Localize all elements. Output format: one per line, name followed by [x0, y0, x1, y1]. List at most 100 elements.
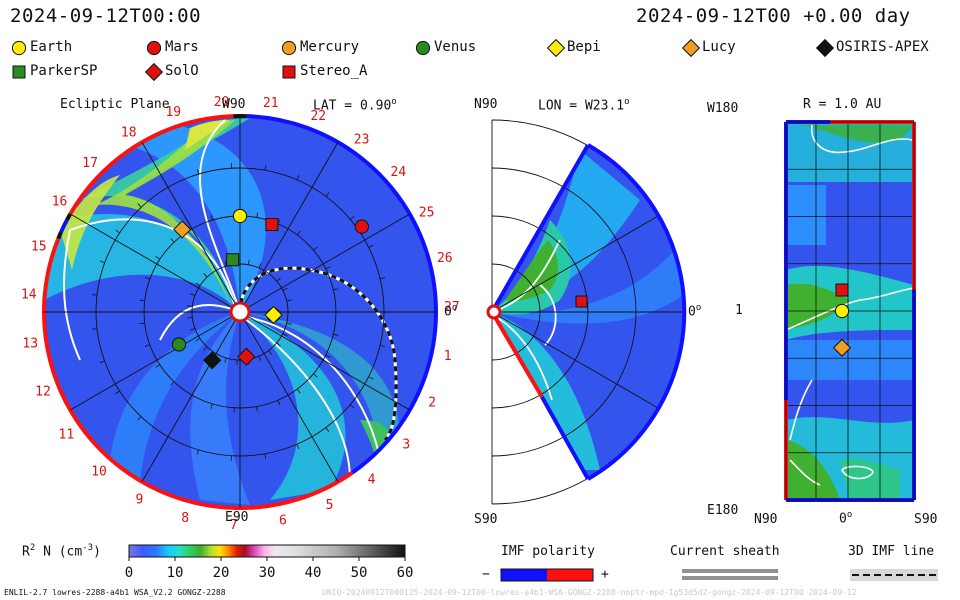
radial-bottom-left: E180	[707, 503, 739, 518]
carrington-label: 5	[326, 498, 334, 513]
mars-legend-icon	[146, 40, 162, 56]
carrington-label: 25	[419, 205, 435, 220]
solo-ecliptic-marker	[237, 347, 256, 366]
venus-ecliptic-marker	[171, 337, 187, 352]
earth-radial-marker	[834, 303, 850, 319]
carrington-label: 14	[21, 288, 37, 303]
colorbar	[129, 545, 405, 557]
legend-item-bepi: Bepi	[567, 39, 601, 55]
stereo-a-ecliptic-marker	[265, 217, 279, 231]
ecliptic-top-label: W90	[222, 97, 246, 112]
meridional-lon-label: LON = W23.1o	[538, 97, 630, 114]
colorbar-tick-label: 20	[213, 565, 230, 581]
legend-item-earth: Earth	[30, 39, 73, 55]
carrington-label: 11	[59, 428, 75, 443]
carrington-label: 20	[214, 95, 230, 110]
meridional-right-label: 0o	[688, 303, 702, 320]
meridional-bottom-label: S90	[474, 512, 498, 527]
bepi-ecliptic-marker	[264, 305, 283, 325]
carrington-label: 27	[444, 300, 460, 315]
legend-item-mars: Mars	[165, 39, 199, 55]
imf-negative-bar	[501, 569, 547, 581]
radial-top-left: W180	[707, 101, 739, 116]
venus-legend-icon	[415, 40, 431, 56]
carrington-label: 23	[354, 132, 370, 147]
earth-legend-icon	[11, 40, 27, 56]
carrington-label: 19	[165, 105, 181, 120]
carrington-label: 4	[368, 472, 376, 487]
imf-polarity-title: IMF polarity	[501, 544, 595, 559]
radial-panel	[784, 120, 916, 502]
ecliptic-title: Ecliptic Plane	[60, 97, 170, 112]
carrington-label: 10	[91, 464, 107, 479]
bepi-legend-icon	[546, 38, 566, 58]
carrington-label: 24	[391, 165, 407, 180]
carrington-label: 22	[310, 109, 326, 124]
legend-item-osiris-apex: OSIRIS-APEX	[836, 39, 929, 55]
legend-item-stereo-a: Stereo_A	[300, 63, 368, 79]
lucy-legend-icon	[681, 38, 701, 58]
radial-x-left: N90	[754, 512, 778, 527]
current-sheath-title: Current sheath	[670, 544, 780, 559]
colorbar-tick-label: 0	[125, 565, 133, 581]
radial-title: R = 1.0 AU	[803, 97, 882, 112]
carrington-label: 8	[181, 511, 189, 526]
carrington-label: 16	[52, 195, 68, 210]
carrington-label: 2	[428, 396, 436, 411]
carrington-label: 18	[121, 126, 137, 141]
osiris-apex-ecliptic-marker	[203, 351, 222, 370]
stereo-a-radial-marker	[835, 283, 849, 297]
carrington-label: 1	[444, 349, 452, 364]
ecliptic-lat-label: LAT = 0.90o	[313, 97, 397, 114]
carrington-label: 3	[402, 437, 410, 452]
legend-item-mercury: Mercury	[300, 39, 360, 55]
osiris-apex-legend-icon	[815, 38, 835, 58]
lucy-radial-marker	[832, 338, 852, 357]
right-timestamp: 2024-09-12T00 +0.00 day	[636, 5, 911, 27]
sun-marker	[229, 301, 251, 323]
carrington-label: 21	[263, 96, 279, 111]
legend-item-parkersp: ParkerSP	[30, 63, 98, 79]
ecliptic-bottom-label: E90	[225, 510, 249, 525]
carrington-label: 15	[31, 239, 47, 254]
colorbar-tick-label: 50	[351, 565, 368, 581]
colorbar-tick-label: 30	[259, 565, 276, 581]
imf-minus-label: −	[482, 567, 490, 582]
solo-legend-icon	[144, 62, 164, 82]
current-sheath-swatch	[682, 569, 778, 573]
carrington-label: 26	[437, 251, 453, 266]
meridional-top-label: N90	[474, 97, 498, 112]
sun-marker-meridional	[486, 304, 502, 320]
footer-run-id: UNIQ-20240912T000125-2024-09-12T00-lowre…	[322, 588, 857, 597]
left-timestamp: 2024-09-12T00:00	[10, 5, 202, 27]
radial-mid-left: 1	[735, 303, 743, 318]
colorbar-tick-label: 10	[167, 565, 184, 581]
radial-x-mid: 0o	[839, 510, 853, 527]
meridional-panel	[486, 119, 687, 505]
imf-positive-bar	[547, 569, 593, 581]
carrington-label: 6	[279, 514, 287, 529]
parkersp-ecliptic-marker	[226, 253, 240, 267]
colorbar-label: R2 N (cm-3)	[22, 543, 101, 560]
carrington-label: 9	[135, 493, 143, 508]
imf-line-title: 3D IMF line	[848, 544, 935, 559]
stereo-a-legend-icon	[282, 65, 296, 79]
colorbar-tick-label: 60	[397, 565, 414, 581]
legend-item-solo: SolO	[165, 63, 199, 79]
carrington-label: 7	[230, 518, 238, 533]
carrington-label: 17	[82, 156, 98, 171]
parkersp-legend-icon	[12, 65, 26, 79]
mars-ecliptic-marker	[354, 219, 369, 234]
ecliptic-panel: 20 21222324252627123456789101112131415161…	[21, 95, 460, 533]
earth-ecliptic-marker	[232, 208, 248, 224]
imf-line-swatch	[850, 569, 938, 581]
ecliptic-right-label: 0o	[444, 303, 458, 320]
stereo-a-marker-meridional	[575, 295, 588, 308]
lucy-ecliptic-marker	[173, 220, 192, 239]
mercury-legend-icon	[281, 40, 297, 56]
colorbar-tick-label: 40	[305, 565, 322, 581]
legend-item-venus: Venus	[434, 39, 477, 55]
footer-run-info: ENLIL-2.7 lowres-2288-a4b1 WSA_V2.2 GONG…	[4, 588, 226, 597]
